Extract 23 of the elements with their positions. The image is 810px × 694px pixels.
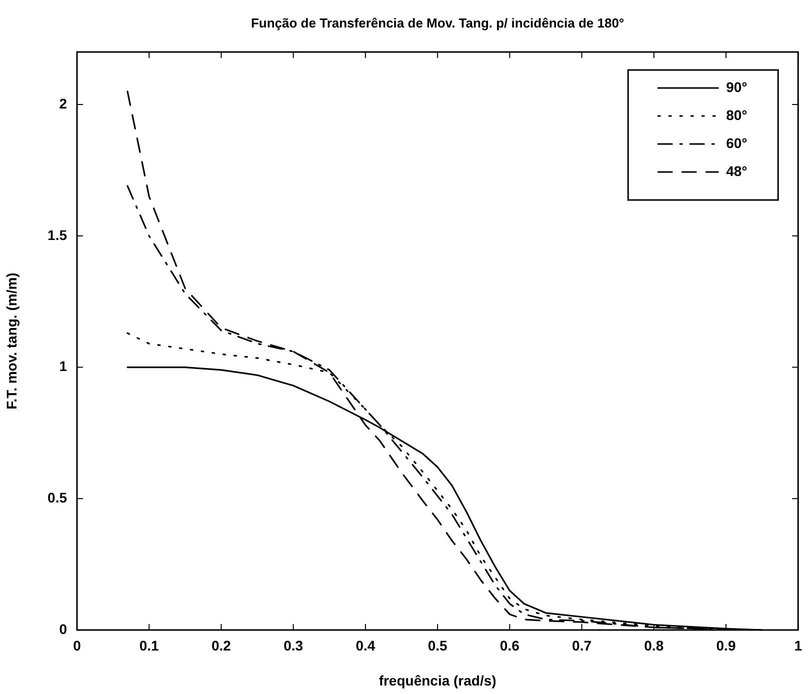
x-tick-label: 0.5 [428, 637, 448, 654]
x-tick-label: 1 [794, 637, 802, 654]
x-tick-label: 0.8 [644, 637, 664, 654]
legend-label: 60° [726, 134, 748, 151]
x-tick-label: 0.3 [284, 637, 304, 654]
y-tick-label: 0 [59, 620, 68, 637]
x-tick-label: 0.1 [139, 637, 160, 654]
chart-title: Função de Transferência de Mov. Tang. p/ incidência de 180° [250, 16, 624, 31]
y-tick-label: 1.5 [48, 226, 68, 243]
x-tick-label: 0.4 [356, 637, 376, 654]
legend-label: 48° [726, 162, 748, 179]
legend-label: 90° [726, 78, 748, 95]
y-tick-label: 1 [59, 358, 68, 374]
y-tick-label: 2 [59, 95, 68, 112]
y-axis-title: F.T. mov. tang. (m/m) [3, 272, 20, 410]
x-tick-label: 0 [73, 637, 82, 654]
x-axis-title: frequência (rad/s) [378, 672, 496, 688]
x-tick-label: 0.7 [572, 637, 592, 654]
x-tick-label: 0.6 [500, 637, 520, 654]
x-tick-label: 0.2 [211, 637, 232, 654]
legend-label: 80° [726, 106, 748, 123]
y-tick-label: 0.5 [48, 489, 68, 506]
x-tick-label: 0.9 [716, 637, 736, 654]
